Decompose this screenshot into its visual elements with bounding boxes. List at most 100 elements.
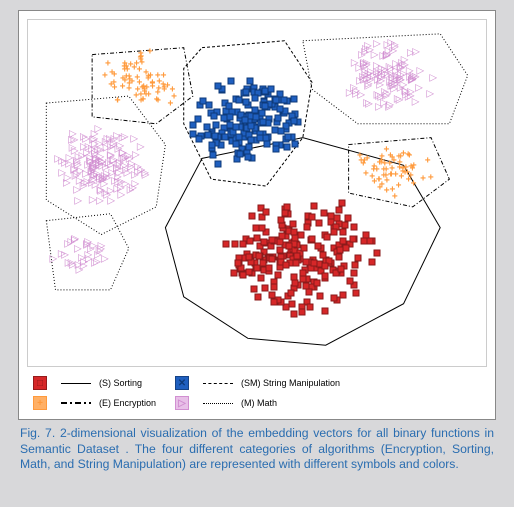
data-point-encryption: + xyxy=(167,101,174,108)
data-point-math: ▷ xyxy=(92,182,99,189)
legend-symbol-math: ▷ xyxy=(175,396,189,410)
data-point-string_manipulation xyxy=(203,124,210,131)
data-point-sorting xyxy=(309,235,316,242)
data-point-math: ▷ xyxy=(61,159,68,166)
data-point-math: ▷ xyxy=(415,85,422,92)
data-point-math: ▷ xyxy=(355,65,362,72)
data-point-sorting xyxy=(246,237,253,244)
data-point-math: ▷ xyxy=(113,165,120,172)
data-point-math: ▷ xyxy=(107,197,114,204)
data-point-string_manipulation xyxy=(268,85,275,92)
data-point-math: ▷ xyxy=(426,90,433,97)
data-point-string_manipulation xyxy=(281,96,288,103)
data-point-string_manipulation xyxy=(206,102,213,109)
data-point-sorting xyxy=(311,202,318,209)
data-point-string_manipulation xyxy=(242,98,249,105)
data-point-sorting xyxy=(374,250,381,257)
data-point-sorting xyxy=(253,265,260,272)
data-point-math: ▷ xyxy=(113,132,120,139)
data-point-math: ▷ xyxy=(83,242,90,249)
data-point-sorting xyxy=(335,254,342,261)
data-point-string_manipulation xyxy=(214,160,221,167)
data-point-string_manipulation xyxy=(209,142,216,149)
data-point-sorting xyxy=(263,208,270,215)
data-point-string_manipulation xyxy=(227,78,234,85)
data-point-sorting xyxy=(310,260,317,267)
data-point-encryption: + xyxy=(146,48,153,55)
data-point-math: ▷ xyxy=(407,92,414,99)
data-point-math: ▷ xyxy=(68,260,75,267)
data-point-sorting xyxy=(351,261,358,268)
data-point-string_manipulation xyxy=(242,89,249,96)
data-point-encryption: + xyxy=(389,154,396,161)
legend-line-math xyxy=(203,403,233,404)
data-point-string_manipulation xyxy=(291,96,298,103)
data-point-encryption: + xyxy=(356,153,363,160)
data-point-math: ▷ xyxy=(373,40,380,47)
data-point-string_manipulation xyxy=(278,127,285,134)
data-point-sorting xyxy=(331,229,338,236)
data-point-sorting xyxy=(282,210,289,217)
data-point-math: ▷ xyxy=(50,255,57,262)
data-point-string_manipulation xyxy=(232,123,239,130)
data-point-string_manipulation xyxy=(276,106,283,113)
data-point-sorting xyxy=(260,260,267,267)
data-point-encryption: + xyxy=(164,83,171,90)
data-point-math: ▷ xyxy=(96,248,103,255)
data-point-string_manipulation xyxy=(251,94,258,101)
data-point-math: ▷ xyxy=(408,76,415,83)
data-point-sorting xyxy=(248,212,255,219)
data-point-encryption: + xyxy=(405,176,412,183)
data-point-sorting xyxy=(305,288,312,295)
data-point-math: ▷ xyxy=(82,135,89,142)
data-point-sorting xyxy=(347,277,354,284)
data-point-sorting xyxy=(340,291,347,298)
data-point-sorting xyxy=(308,214,315,221)
data-point-math: ▷ xyxy=(416,68,423,75)
data-point-math: ▷ xyxy=(74,170,81,177)
data-point-string_manipulation xyxy=(213,121,220,128)
data-point-encryption: + xyxy=(108,81,115,88)
data-point-sorting xyxy=(270,284,277,291)
data-point-string_manipulation xyxy=(242,117,249,124)
data-point-math: ▷ xyxy=(407,49,414,56)
data-point-encryption: + xyxy=(101,72,108,79)
data-point-string_manipulation xyxy=(259,119,266,126)
data-point-sorting xyxy=(278,216,285,223)
data-point-sorting xyxy=(299,308,306,315)
data-point-math: ▷ xyxy=(58,250,65,257)
data-point-math: ▷ xyxy=(121,134,128,141)
data-point-sorting xyxy=(270,298,277,305)
data-point-math: ▷ xyxy=(388,83,395,90)
data-point-sorting xyxy=(288,301,295,308)
legend-symbol-encryption: + xyxy=(33,396,47,410)
data-point-sorting xyxy=(291,310,298,317)
data-point-sorting xyxy=(232,241,239,248)
data-point-sorting xyxy=(351,223,358,230)
data-point-math: ▷ xyxy=(58,169,65,176)
data-point-math: ▷ xyxy=(107,187,114,194)
data-point-encryption: + xyxy=(364,155,371,162)
data-point-string_manipulation xyxy=(221,114,228,121)
data-point-sorting xyxy=(268,292,275,299)
data-point-sorting xyxy=(254,294,261,301)
data-point-sorting xyxy=(304,223,311,230)
data-point-sorting xyxy=(338,200,345,207)
data-point-sorting xyxy=(235,259,242,266)
data-point-encryption: + xyxy=(391,194,398,201)
data-point-math: ▷ xyxy=(142,171,149,178)
data-point-encryption: + xyxy=(145,73,152,80)
data-point-math: ▷ xyxy=(399,63,406,70)
data-point-encryption: + xyxy=(408,164,415,171)
data-point-sorting xyxy=(367,238,374,245)
data-point-math: ▷ xyxy=(127,187,134,194)
data-point-sorting xyxy=(253,234,260,241)
data-point-sorting xyxy=(300,276,307,283)
data-point-math: ▷ xyxy=(91,171,98,178)
data-point-string_manipulation xyxy=(273,97,280,104)
data-point-sorting xyxy=(353,290,360,297)
data-point-math: ▷ xyxy=(96,197,103,204)
data-point-sorting xyxy=(337,247,344,254)
data-point-math: ▷ xyxy=(367,74,374,81)
data-point-sorting xyxy=(340,237,347,244)
